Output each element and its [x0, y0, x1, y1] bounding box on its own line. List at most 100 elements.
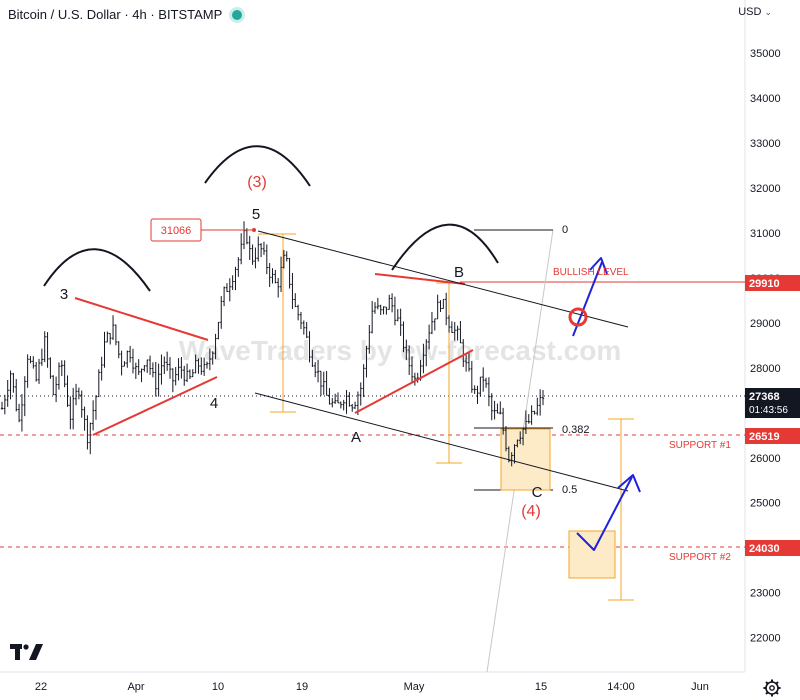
- candle: [470, 360, 474, 393]
- candle: [396, 309, 399, 322]
- candle: [251, 244, 254, 265]
- candle: [20, 393, 24, 432]
- high-marker-dot: [252, 228, 256, 232]
- price-tick-label: 28000: [750, 363, 781, 375]
- triangle-upper-line: [74, 297, 209, 341]
- candle: [450, 321, 454, 333]
- candle: [157, 363, 160, 397]
- candle: [37, 358, 41, 384]
- candle: [362, 364, 365, 398]
- currency-selector[interactable]: USD ⌄: [738, 6, 772, 18]
- candle: [479, 376, 482, 397]
- candle: [314, 362, 317, 378]
- candle: [154, 361, 157, 397]
- candle: [499, 401, 502, 415]
- candle: [351, 403, 354, 412]
- candle: [217, 321, 220, 340]
- tradingview-logo-icon[interactable]: [10, 642, 44, 662]
- support-2-target-box: [568, 530, 616, 579]
- high-marker-label: 31066: [161, 225, 192, 237]
- candle: [487, 377, 491, 407]
- candle: [484, 377, 488, 388]
- symbol-header[interactable]: Bitcoin / U.S. Dollar · 4h · BITSTAMP: [8, 7, 243, 22]
- candle: [208, 348, 212, 371]
- candle: [328, 388, 331, 405]
- candle: [126, 350, 129, 368]
- candle: [257, 236, 260, 262]
- time-tick-label: 15: [535, 681, 547, 693]
- candle: [151, 362, 155, 378]
- price-tick-label: 22000: [750, 633, 781, 645]
- flat-b-line: [374, 273, 466, 285]
- support-2-tag: [745, 540, 800, 556]
- candle: [77, 387, 81, 400]
- candle: [174, 366, 177, 386]
- candle: [322, 371, 325, 395]
- time-scale[interactable]: [0, 673, 745, 700]
- candle: [459, 320, 462, 344]
- candle: [345, 390, 348, 414]
- rising-ab-line: [354, 349, 474, 414]
- candle: [86, 415, 89, 450]
- bullish-breakout-circle: [568, 307, 588, 327]
- candle: [425, 339, 428, 367]
- price-tick-label: 35000: [750, 48, 781, 60]
- candle: [382, 306, 385, 315]
- candle: [291, 272, 294, 310]
- candle: [365, 345, 368, 378]
- bullish-level-tag: [745, 275, 800, 291]
- candle: [436, 294, 439, 320]
- candle: [220, 296, 223, 329]
- gear-icon[interactable]: [762, 678, 782, 698]
- candle: [168, 357, 172, 379]
- candle: [131, 348, 135, 374]
- candle: [422, 343, 425, 374]
- candle: [163, 356, 166, 375]
- candle: [305, 322, 308, 339]
- candle: [171, 368, 175, 393]
- candle: [473, 385, 476, 394]
- price-tick-label: 32000: [750, 183, 781, 195]
- candle: [60, 360, 63, 376]
- candle: [413, 372, 417, 386]
- candle: [282, 250, 286, 269]
- price-scale[interactable]: [745, 0, 800, 672]
- candle: [106, 331, 109, 343]
- candle: [530, 405, 533, 425]
- candle: [29, 355, 32, 364]
- candle: [245, 228, 249, 245]
- fib-label-0: 0: [562, 224, 568, 236]
- chevron-down-icon: ⌄: [764, 7, 772, 17]
- market-status-icon: [232, 10, 243, 20]
- candle: [32, 356, 35, 369]
- support-1-tag: [745, 428, 800, 444]
- candle: [325, 370, 328, 396]
- candle: [114, 324, 118, 346]
- candle: [265, 244, 269, 275]
- candle: [111, 315, 115, 340]
- candle: [538, 389, 542, 416]
- bullish-level-label: BULLISH LEVEL: [553, 267, 629, 278]
- candle: [100, 356, 103, 381]
- time-axis-ticks: 22 Apr 10 19 May 15 14:00 Jun: [35, 681, 709, 693]
- candle: [57, 362, 61, 390]
- candle: [259, 243, 263, 258]
- price-tick-label: 31000: [750, 228, 781, 240]
- symbol-title: Bitcoin / U.S. Dollar · 4h · BITSTAMP: [8, 7, 223, 22]
- candle: [52, 375, 55, 396]
- candle: [524, 410, 528, 434]
- candle: [211, 351, 214, 365]
- fib-label-5: 0.5: [562, 484, 577, 496]
- candle: [447, 315, 451, 333]
- candle: [416, 372, 419, 383]
- projection-arrows: [572, 257, 641, 551]
- candle: [94, 395, 98, 420]
- candle: [342, 399, 345, 411]
- candle: [15, 379, 18, 412]
- candle: [23, 376, 26, 417]
- candle: [177, 358, 180, 381]
- candle: [205, 361, 209, 369]
- candle: [504, 426, 508, 452]
- candle: [9, 370, 12, 400]
